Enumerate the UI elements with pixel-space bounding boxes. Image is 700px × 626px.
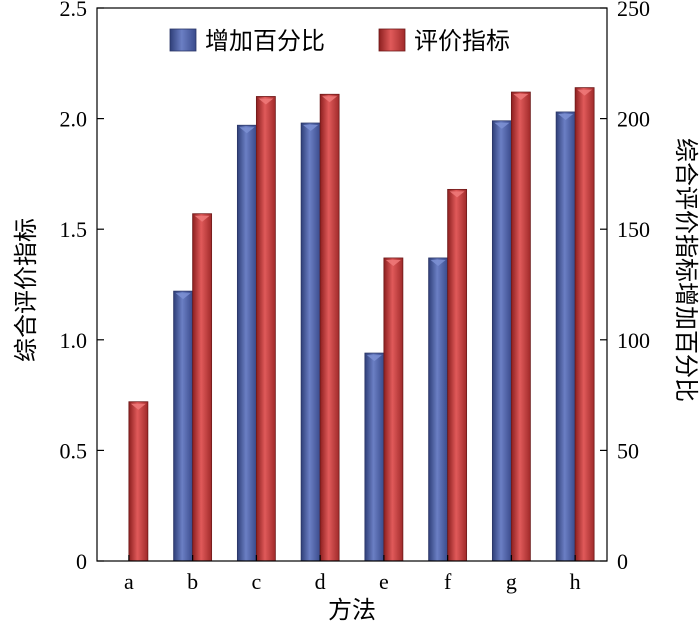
y-left-tick-label: 1.0 (60, 328, 88, 353)
bar-increase-c (236, 124, 257, 562)
bar-increase-f (428, 257, 449, 562)
legend-swatch-increase (169, 28, 197, 52)
bar-score-b (192, 213, 213, 562)
x-tick-label-d: d (315, 569, 326, 594)
bar-cap-score-h (577, 89, 593, 96)
x-tick-label-c: c (251, 569, 261, 594)
y-left-tick-label: 2.0 (60, 107, 88, 132)
y-right-tick-label: 100 (617, 328, 650, 353)
bar-cap-score-f (449, 191, 465, 198)
x-tick-label-h: h (570, 569, 581, 594)
bar-cap-score-c (258, 98, 274, 105)
x-tick-label-a: a (124, 569, 134, 594)
bar-score-g (510, 91, 531, 562)
bar-increase-d (300, 122, 321, 562)
bar-increase-b (173, 290, 194, 562)
plot-area-frame (96, 7, 608, 562)
y-axis-left-title: 综合评价指标 (12, 218, 40, 362)
bar-cap-score-g (513, 94, 529, 101)
bar-increase-g (491, 120, 512, 562)
bar-increase-h (555, 111, 576, 562)
bar-cap-score-b (194, 215, 210, 222)
legend-label-score: 评价指标 (414, 27, 510, 55)
y-right-tick-label: 200 (617, 107, 650, 132)
bar-cap-score-d (322, 96, 338, 103)
legend-label-increase: 增加百分比 (205, 27, 325, 55)
bar-cap-increase-d (303, 125, 319, 132)
y-axis-right-title: 综合评价指标增加百分比 (672, 138, 700, 402)
y-left-tick-label: 1.5 (60, 217, 88, 242)
bar-score-a (128, 401, 149, 562)
y-left-tick-label: 2.5 (60, 0, 88, 21)
legend: 增加百分比 评价指标 (169, 27, 510, 55)
x-tick-label-g: g (506, 569, 517, 594)
x-tick-label-f: f (444, 569, 452, 594)
bar-score-d (319, 93, 340, 562)
bar-cap-increase-b (175, 293, 191, 300)
axes-layer: a b c d e f g h 0 0.5 1.0 1.5 2.0 2.5 0 50 100 150 200 250 (60, 0, 651, 594)
bar-cap-increase-c (239, 127, 255, 134)
x-tick-label-b: b (187, 569, 198, 594)
y-left-tick-label: 0.5 (60, 438, 88, 463)
bar-cap-score-e (385, 259, 401, 266)
y-right-tick-label: 150 (617, 217, 650, 242)
bar-score-c (255, 96, 276, 562)
y-right-tick-label: 0 (617, 549, 628, 574)
y-right-tick-label: 250 (617, 0, 650, 21)
y-left-tick-label: 0 (76, 549, 87, 574)
bar-cap-increase-h (558, 113, 574, 120)
bar-cap-increase-e (366, 355, 382, 362)
bar-score-f (447, 188, 468, 562)
bar-increase-e (364, 352, 385, 562)
bar-score-h (574, 87, 595, 562)
bar-score-e (383, 257, 404, 562)
bar-cap-increase-f (430, 259, 446, 266)
legend-swatch-score (378, 28, 406, 52)
bar-cap-increase-g (494, 122, 510, 129)
x-axis-title: 方法 (328, 596, 376, 624)
bar-cap-score-a (130, 403, 146, 410)
y-right-tick-label: 50 (617, 438, 639, 463)
x-tick-label-e: e (379, 569, 389, 594)
bars-layer (128, 87, 595, 562)
